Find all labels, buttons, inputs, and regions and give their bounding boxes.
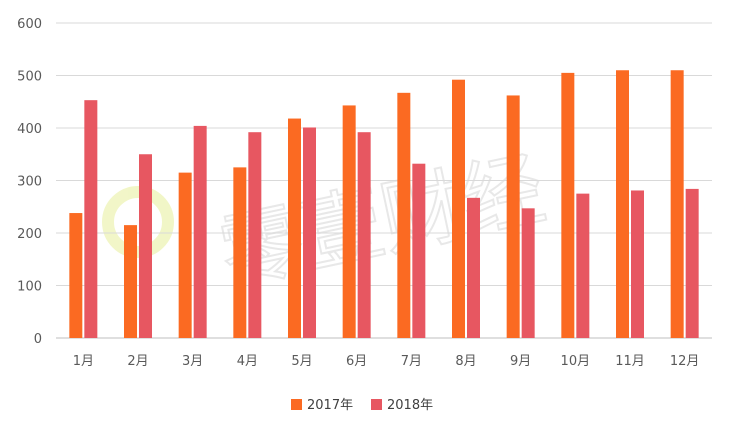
bar-series-2: [357, 132, 371, 338]
gridlines: [56, 22, 712, 339]
bar-series-1: [178, 172, 192, 338]
x-tick-label: 12月: [670, 354, 700, 369]
x-tick-label: 9月: [510, 354, 531, 369]
bar-series-2: [412, 163, 426, 338]
x-tick-label: 8月: [455, 354, 476, 369]
bar-series-2: [521, 208, 535, 338]
watermark: 零壹财经: [102, 141, 554, 304]
y-tick-label: 400: [17, 122, 42, 137]
x-tick-label: 4月: [237, 354, 258, 369]
bar-series-1: [124, 225, 137, 338]
bar-series-2: [576, 193, 590, 338]
bar-series-1: [561, 72, 575, 338]
y-tick-label: 200: [17, 227, 42, 242]
bar-series-2: [631, 190, 644, 338]
x-axis-ticks: 1月 2月 3月 4月 5月 6月 7月 8月 9月 10月 11月 12月: [73, 354, 700, 369]
legend-label: 2018年: [387, 398, 433, 413]
bar-series-1: [69, 213, 83, 338]
bar-series-2: [685, 188, 699, 338]
legend-swatch: [371, 399, 382, 410]
x-tick-label: 1月: [73, 354, 94, 369]
watermark-logo-icon: [102, 186, 174, 258]
y-tick-label: 100: [17, 280, 42, 295]
bar-series-1: [233, 167, 247, 338]
y-tick-label: 0: [34, 332, 42, 347]
y-tick-label: 500: [17, 70, 42, 85]
y-axis-ticks: 0 100 200 300 400 500 600: [17, 17, 42, 347]
y-tick-label: 600: [17, 17, 42, 32]
legend-label: 2017年: [307, 398, 353, 413]
bar-series-1: [670, 70, 684, 338]
x-tick-label: 7月: [401, 354, 422, 369]
bar-series-1: [342, 105, 356, 338]
y-tick-label: 300: [17, 175, 42, 190]
x-tick-label: 10月: [561, 354, 591, 369]
bar-series-1: [288, 118, 301, 338]
x-tick-label: 11月: [615, 354, 645, 369]
bar-series-2: [303, 127, 316, 338]
x-tick-label: 3月: [182, 354, 203, 369]
x-tick-label: 5月: [291, 354, 312, 369]
bar-series-2: [467, 197, 480, 338]
bar-series-1: [616, 70, 629, 338]
bar-series-2: [84, 100, 98, 338]
bar-series-1: [506, 95, 520, 338]
x-tick-label: 6月: [346, 354, 367, 369]
bar-series-2: [193, 125, 207, 339]
legend-swatch: [291, 399, 302, 410]
bar-series-2: [139, 154, 152, 338]
bar-series-2: [248, 132, 262, 338]
bar-series-1: [452, 79, 465, 338]
legend: 2017年 2018年: [291, 398, 433, 413]
bars: [69, 70, 699, 339]
watermark-text: 零壹财经: [212, 142, 553, 303]
x-tick-label: 2月: [127, 354, 148, 369]
bar-series-1: [397, 92, 411, 338]
